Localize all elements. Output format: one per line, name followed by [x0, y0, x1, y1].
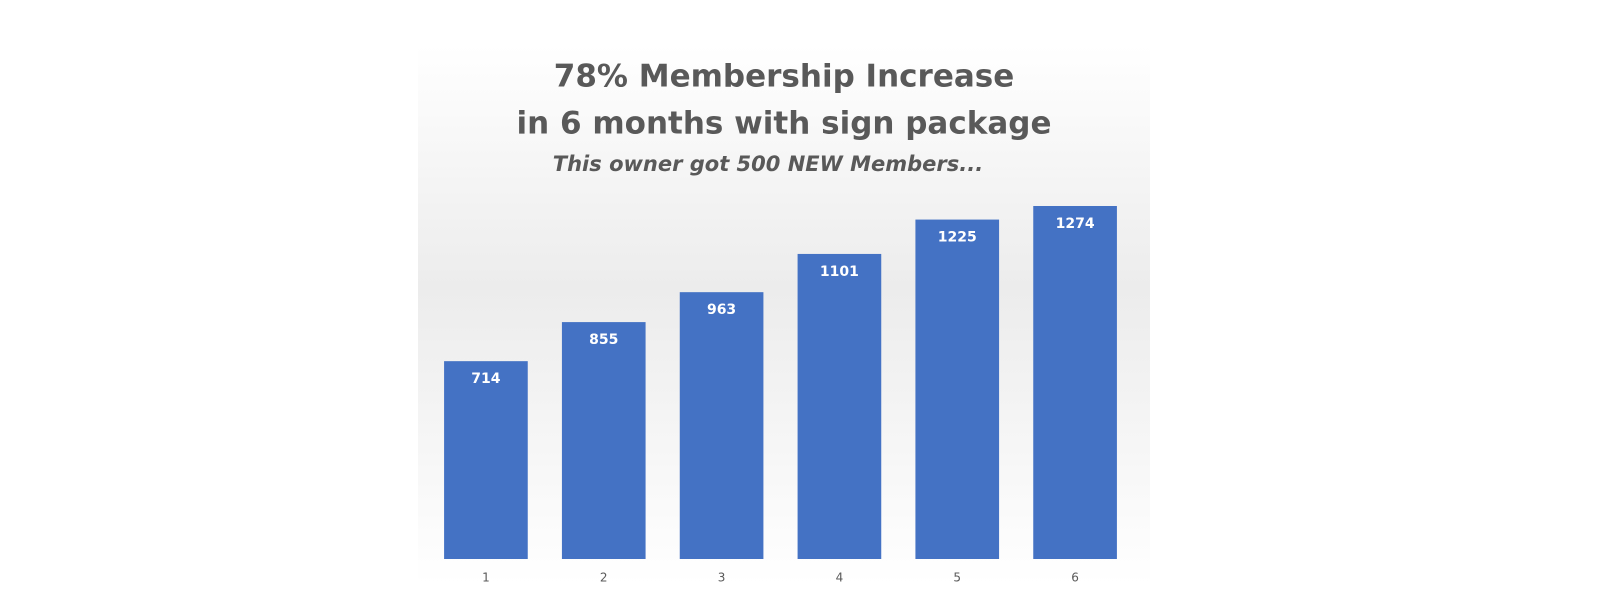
x-tick-label: 3	[718, 571, 726, 585]
chart-subtitle: This owner got 500 NEW Members...	[553, 152, 983, 176]
bar	[679, 292, 764, 559]
chart-area	[418, 45, 1150, 585]
value-label: 1274	[1056, 216, 1095, 232]
chart-title: 78% Membership Increase	[554, 59, 1015, 95]
value-label: 1225	[938, 230, 977, 246]
value-label: 855	[589, 332, 618, 348]
bar	[444, 361, 528, 559]
bar	[915, 219, 1000, 560]
x-tick-label: 1	[482, 571, 490, 585]
x-tick-label: 5	[953, 571, 961, 585]
chart-title: in 6 months with sign package	[517, 106, 1052, 142]
value-label: 714	[471, 371, 500, 387]
bar	[797, 253, 882, 559]
value-label: 1101	[820, 264, 859, 280]
x-tick-label: 2	[600, 571, 608, 585]
x-tick-label: 4	[836, 571, 844, 585]
x-tick-label: 6	[1071, 571, 1079, 585]
value-label: 963	[707, 302, 736, 318]
bar	[1033, 206, 1117, 559]
bar	[561, 322, 646, 559]
